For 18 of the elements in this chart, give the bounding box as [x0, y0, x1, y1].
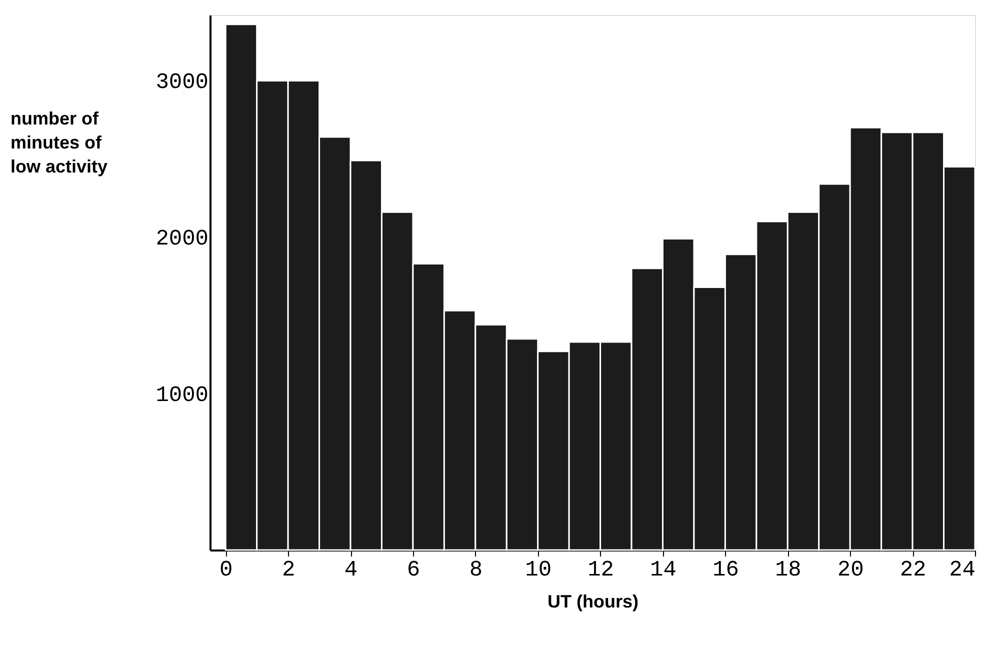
x-tick-label: 18	[774, 558, 802, 582]
x-tick-label: 8	[469, 558, 483, 582]
x-tick-label: 6	[406, 558, 420, 582]
y-tick-label: 2000	[156, 226, 208, 252]
y-tick-label: 3000	[156, 70, 208, 96]
x-tick-label: 10	[525, 558, 552, 582]
x-tick-label: 12	[588, 558, 614, 582]
y-axis-title: number of minutes of low activity	[10, 108, 108, 176]
x-tick-label: 22	[900, 558, 926, 582]
x-tick-label: 2	[282, 558, 296, 582]
x-tick-label: 14	[650, 558, 676, 582]
x-tick-label: 0	[220, 558, 233, 582]
y-tick-label: 1000	[156, 383, 208, 408]
x-tick-label: 4	[344, 558, 358, 582]
x-axis-title: UT (hours)	[548, 592, 638, 612]
x-tick-label: 16	[712, 558, 739, 582]
x-tick-label: 20	[837, 558, 864, 582]
x-tick-label: 24	[949, 558, 976, 582]
